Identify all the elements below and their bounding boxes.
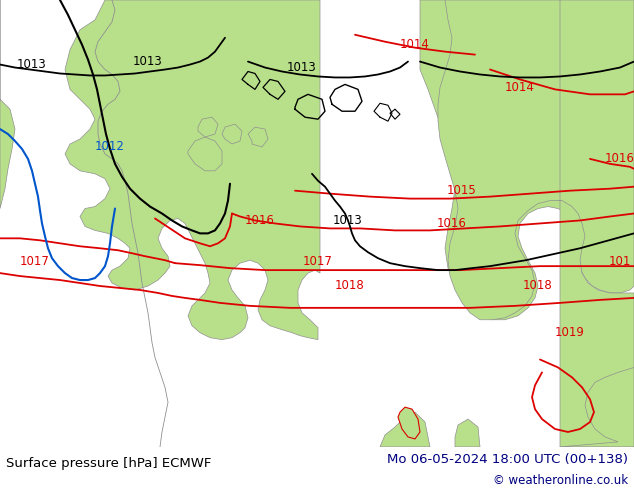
- Text: 1018: 1018: [335, 278, 365, 292]
- Polygon shape: [438, 0, 634, 447]
- Text: 101: 101: [609, 255, 631, 268]
- Text: 1016: 1016: [437, 217, 467, 230]
- Polygon shape: [0, 0, 15, 209]
- Text: 1015: 1015: [447, 184, 477, 197]
- Text: 1016: 1016: [605, 152, 634, 166]
- Polygon shape: [560, 368, 634, 447]
- Polygon shape: [198, 117, 218, 137]
- Text: Mo 06-05-2024 18:00 UTC (00+138): Mo 06-05-2024 18:00 UTC (00+138): [387, 453, 628, 466]
- Text: 1019: 1019: [555, 326, 585, 339]
- Polygon shape: [65, 0, 320, 340]
- Polygon shape: [188, 137, 222, 171]
- Text: 1017: 1017: [20, 255, 50, 268]
- Polygon shape: [398, 407, 420, 439]
- Text: 1013: 1013: [287, 61, 317, 74]
- Text: 1016: 1016: [245, 214, 275, 227]
- Text: 1018: 1018: [523, 278, 553, 292]
- Polygon shape: [420, 0, 634, 320]
- Polygon shape: [248, 127, 268, 147]
- Text: 1017: 1017: [303, 255, 333, 268]
- Text: 1013: 1013: [133, 55, 163, 68]
- Polygon shape: [455, 419, 480, 447]
- Text: 1014: 1014: [400, 38, 430, 51]
- Text: 1012: 1012: [95, 141, 125, 153]
- Text: 1013: 1013: [17, 58, 47, 71]
- Polygon shape: [222, 124, 242, 144]
- Text: © weatheronline.co.uk: © weatheronline.co.uk: [493, 474, 628, 487]
- Text: 1013: 1013: [333, 214, 363, 227]
- Text: 1014: 1014: [505, 81, 535, 94]
- Polygon shape: [380, 412, 430, 447]
- Text: Surface pressure [hPa] ECMWF: Surface pressure [hPa] ECMWF: [6, 457, 212, 470]
